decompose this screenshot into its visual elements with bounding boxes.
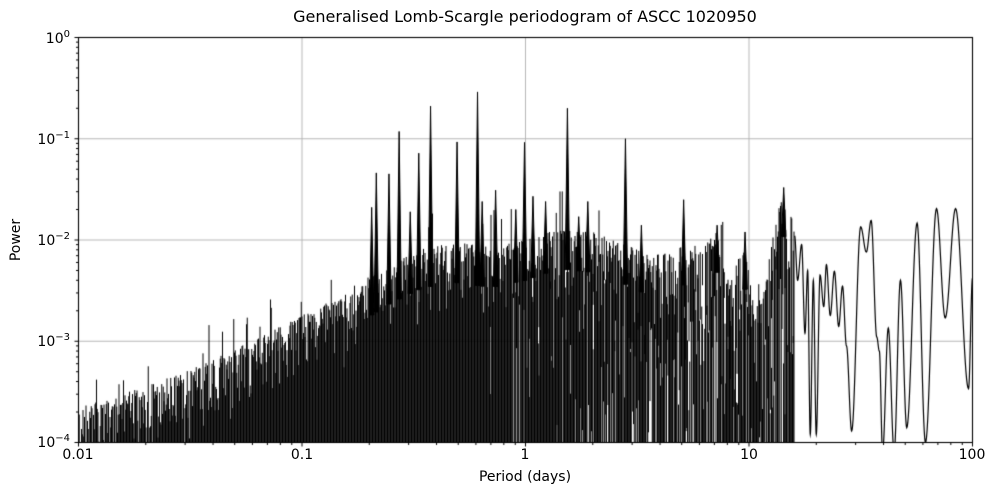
y-tick-1e-2: 10−2 (37, 231, 70, 249)
x-tick-1: 1 (520, 447, 530, 463)
y-tick-1e0: 100 (45, 29, 70, 47)
x-tick-10: 10 (740, 447, 758, 463)
x-tick-0.1: 0.1 (290, 447, 314, 463)
x-axis-label: Period (days) (478, 469, 572, 485)
y-tick-1e-4: 10−4 (37, 433, 70, 451)
y-tick-1e-1: 10−1 (37, 130, 70, 148)
y-tick-1e-3: 10−3 (37, 332, 70, 350)
x-tick-100: 100 (958, 447, 986, 463)
chart-title: Generalised Lomb-Scargle periodogram of … (293, 7, 757, 26)
x-tick-0.01: 0.01 (62, 447, 94, 463)
